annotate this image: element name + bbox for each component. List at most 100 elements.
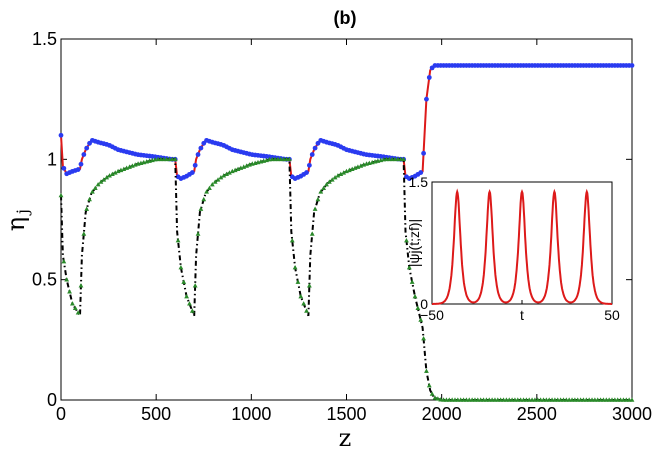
- data-point: [429, 391, 435, 396]
- data-point: [326, 179, 332, 184]
- data-point: [192, 283, 198, 288]
- data-point: [98, 179, 104, 184]
- data-point: [78, 283, 84, 288]
- inset-frame: [431, 181, 613, 305]
- data-point: [207, 185, 212, 191]
- data-point: [58, 132, 64, 138]
- data-point: [178, 265, 184, 270]
- data-point: [406, 265, 412, 270]
- data-point: [401, 156, 406, 162]
- data-point: [189, 170, 195, 175]
- data-point: [64, 277, 70, 282]
- data-point: [104, 175, 110, 180]
- data-point: [175, 237, 181, 243]
- y-axis-label: η j: [2, 209, 32, 231]
- data-point: [435, 396, 441, 401]
- data-point: [172, 156, 178, 162]
- main-series-group: [58, 63, 635, 402]
- inset-series-group: [432, 188, 612, 305]
- data-point: [198, 206, 204, 211]
- data-point: [629, 63, 635, 68]
- y-tick-label: 0: [47, 390, 57, 410]
- main-x-ticks: 0 500 1000 1500 2000 2500 3000: [56, 39, 652, 424]
- data-point: [312, 145, 318, 151]
- data-point: [306, 283, 312, 288]
- data-point: [107, 173, 112, 178]
- data-point: [287, 156, 292, 162]
- chart-title: (b): [334, 8, 357, 28]
- y-tick-label: 1: [47, 149, 57, 169]
- data-point: [181, 279, 187, 284]
- data-point: [304, 170, 309, 175]
- data-point: [61, 165, 67, 171]
- data-point: [70, 301, 75, 306]
- data-point: [415, 305, 421, 311]
- x-axis-label: z: [339, 424, 352, 451]
- data-point: [75, 167, 81, 172]
- data-point: [109, 171, 115, 177]
- inset-x-tick-label: −50: [420, 307, 444, 323]
- data-point: [332, 175, 338, 180]
- y-tick-label: 1.5: [32, 29, 57, 49]
- data-point: [72, 305, 78, 311]
- data-point: [218, 175, 224, 180]
- data-point: [112, 170, 118, 175]
- data-point: [309, 231, 315, 236]
- data-point: [81, 231, 87, 236]
- data-point: [81, 152, 87, 157]
- data-point: [101, 177, 107, 182]
- data-point: [67, 289, 72, 294]
- data-point: [204, 189, 210, 194]
- inset-x-tick-label: 50: [604, 307, 620, 323]
- inset-y-tick-label: 1.5: [409, 174, 429, 190]
- data-point: [629, 397, 635, 402]
- main-y-ticks: 0 0.5 1 1.5: [32, 29, 632, 410]
- data-point: [198, 145, 204, 151]
- x-tick-label: 1000: [231, 404, 271, 424]
- x-tick-label: 2000: [422, 404, 462, 424]
- data-point: [295, 279, 301, 284]
- data-point: [227, 170, 232, 175]
- data-point: [418, 317, 424, 322]
- y-tick-label: 0.5: [32, 270, 57, 290]
- data-point: [90, 189, 95, 194]
- data-point: [58, 192, 64, 198]
- inset-y-tick-label: 0: [420, 296, 428, 312]
- data-point: [195, 152, 201, 157]
- data-point: [418, 170, 424, 175]
- x-tick-label: 2500: [517, 404, 557, 424]
- data-point: [335, 173, 341, 178]
- data-point: [184, 293, 190, 299]
- data-point: [92, 185, 98, 191]
- data-point: [289, 237, 295, 243]
- data-point: [412, 293, 418, 299]
- data-point: [341, 170, 347, 175]
- series-markers-eta_1: [58, 63, 635, 181]
- data-point: [95, 182, 101, 187]
- x-tick-label: 500: [141, 404, 171, 424]
- x-tick-label: 1500: [326, 404, 366, 424]
- data-point: [312, 206, 318, 211]
- inset-x-tick-label: t: [520, 307, 524, 323]
- data-point: [409, 279, 415, 284]
- data-point: [309, 152, 315, 157]
- data-point: [329, 177, 335, 182]
- data-point: [315, 196, 321, 202]
- y-axis-label-main: η: [2, 217, 30, 231]
- data-point: [292, 265, 298, 270]
- x-tick-label: 3000: [612, 404, 652, 424]
- data-point: [424, 96, 429, 102]
- data-point: [215, 177, 221, 182]
- data-point: [61, 259, 67, 264]
- inset-ticks: −50 t 50 0 1.5: [409, 174, 620, 323]
- series-line-eta_2: [60, 158, 632, 401]
- data-point: [212, 179, 218, 184]
- data-point: [78, 161, 84, 167]
- data-point: [438, 397, 444, 402]
- data-point: [84, 206, 90, 211]
- y-axis-label-sub: j: [13, 209, 32, 216]
- data-point: [301, 301, 307, 306]
- inset: −50 t 50 0 1.5 |ψj(t;zf)|: [406, 174, 620, 323]
- series-markers-eta_2: [58, 156, 635, 402]
